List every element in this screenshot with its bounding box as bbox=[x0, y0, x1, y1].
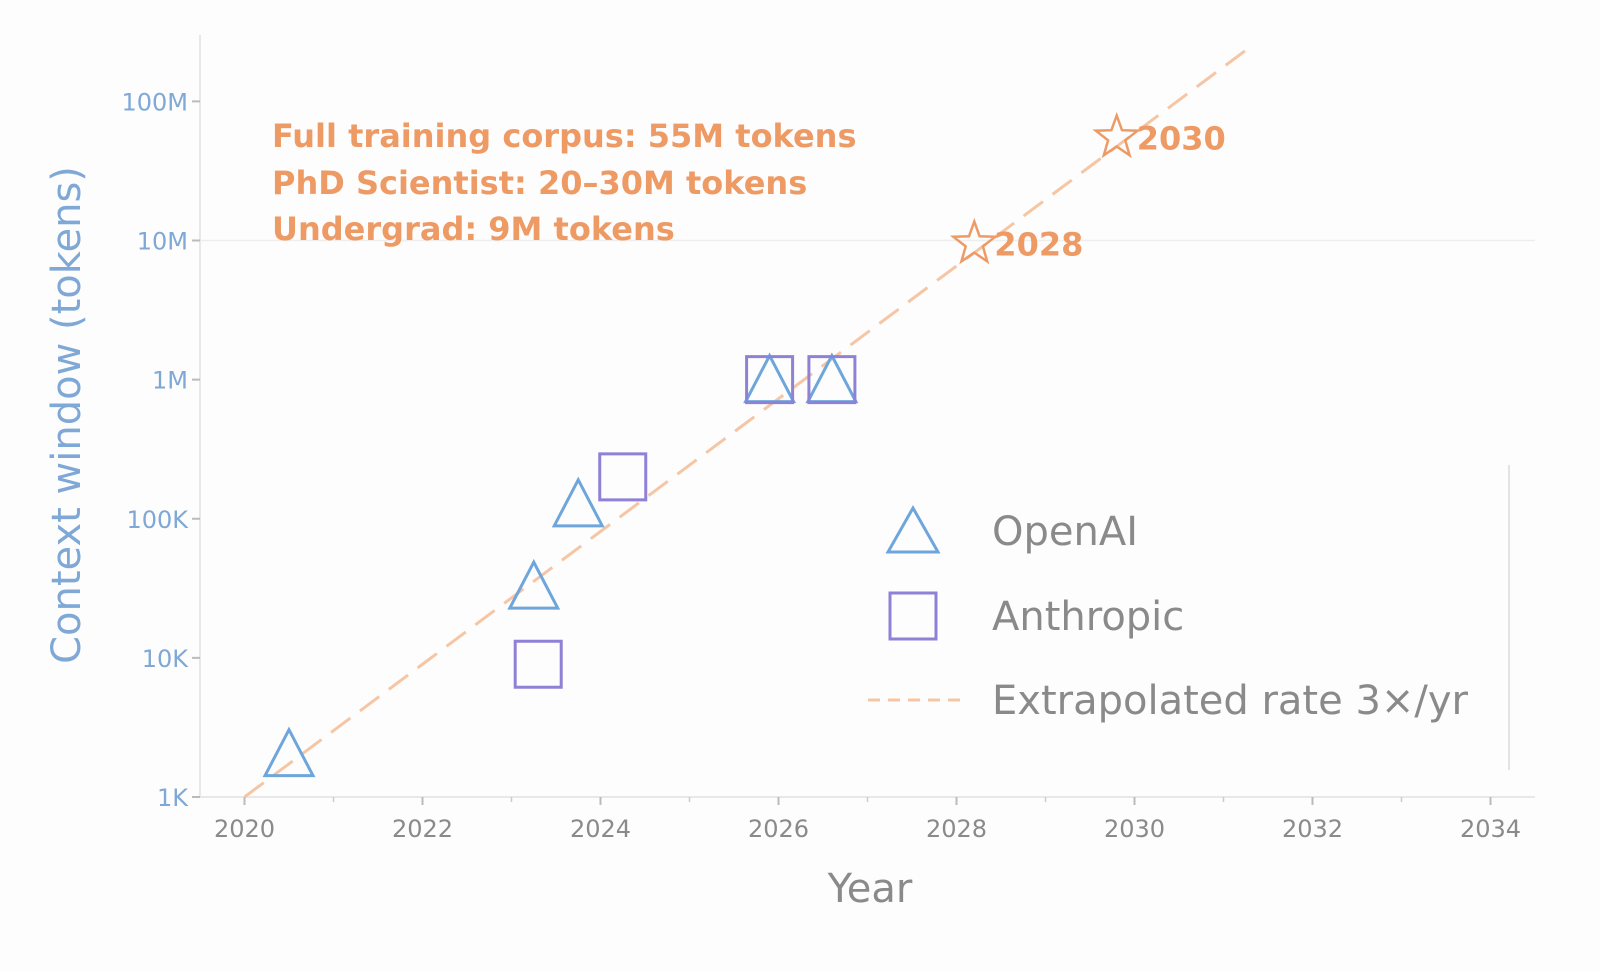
openai-triangle-point bbox=[262, 726, 316, 778]
y-tick-label: 1M bbox=[152, 367, 188, 395]
y-axis-label: Context window (tokens) bbox=[44, 166, 90, 664]
anthropic-square-point bbox=[598, 452, 648, 502]
trend-layer bbox=[243, 49, 1247, 799]
x-tick-label: 2028 bbox=[926, 815, 987, 843]
x-tick-label: 2020 bbox=[214, 815, 275, 843]
legend-extrapolation-label: Extrapolated rate 3×/yr bbox=[992, 678, 1469, 724]
projection-layer: 2028 2030 bbox=[949, 111, 1226, 265]
annotation-corpus: Full training corpus: 55M tokens bbox=[272, 117, 857, 155]
legend-anthropic-marker bbox=[888, 591, 938, 641]
legend-openai-label: OpenAI bbox=[992, 509, 1138, 555]
projection-star-icon bbox=[949, 217, 999, 265]
openai-triangle-point bbox=[507, 558, 561, 610]
openai-triangle-point bbox=[551, 476, 605, 528]
x-tick-label: 2030 bbox=[1104, 815, 1165, 843]
y-tick-label: 100M bbox=[121, 88, 188, 116]
x-tick-label: 2022 bbox=[392, 815, 453, 843]
legend-anthropic-label: Anthropic bbox=[992, 594, 1184, 640]
y-tick-label: 10K bbox=[142, 645, 190, 673]
annotation-phd: PhD Scientist: 20–30M tokens bbox=[272, 164, 807, 202]
legend-openai-marker bbox=[885, 504, 941, 554]
anthropic-square-point bbox=[513, 639, 563, 689]
openai-triangle-point bbox=[743, 352, 797, 404]
x-tick-label: 2026 bbox=[748, 815, 809, 843]
points-layer bbox=[262, 352, 859, 778]
y-tick-layer: 1K 10K 100K 1M 10M 100M bbox=[121, 88, 200, 812]
x-tick-layer: 2020 2022 2024 2026 2028 2030 2032 2034 bbox=[214, 797, 1521, 843]
openai-triangle-point bbox=[805, 352, 859, 404]
anthropic-square-point bbox=[807, 355, 857, 405]
legend: OpenAI Anthropic Extrapolated rate 3×/yr bbox=[868, 465, 1510, 770]
y-tick-label: 10M bbox=[137, 228, 188, 256]
x-axis-label: Year bbox=[827, 866, 913, 912]
y-tick-label: 100K bbox=[126, 506, 189, 534]
annotation-undergrad: Undergrad: 9M tokens bbox=[272, 210, 675, 248]
projection-star-icon bbox=[1092, 111, 1142, 159]
y-tick-label: 1K bbox=[157, 784, 189, 812]
x-tick-label: 2032 bbox=[1282, 815, 1343, 843]
x-tick-label: 2024 bbox=[570, 815, 631, 843]
extrapolation-line bbox=[243, 49, 1247, 799]
x-tick-label: 2034 bbox=[1460, 815, 1521, 843]
anthropic-square-point bbox=[745, 355, 795, 405]
projection-label: 2028 bbox=[994, 226, 1083, 264]
projection-label: 2030 bbox=[1137, 120, 1226, 158]
